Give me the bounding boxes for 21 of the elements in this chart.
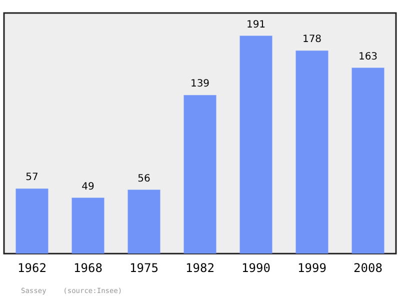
- data-label: 57: [26, 172, 38, 184]
- x-tick-label: 1999: [298, 260, 326, 275]
- data-label: 191: [246, 19, 266, 30]
- bar: [128, 190, 160, 254]
- bar: [240, 36, 272, 254]
- x-tick-label: 2008: [354, 260, 382, 275]
- x-tick-label: 1968: [74, 260, 102, 275]
- data-label: 49: [82, 181, 94, 192]
- data-label: 178: [302, 34, 322, 46]
- bar: [352, 68, 384, 254]
- x-tick-label: 1982: [186, 260, 214, 275]
- bar: [72, 198, 104, 254]
- data-label: 56: [138, 173, 150, 184]
- bar: [296, 50, 328, 254]
- data-label: 139: [190, 78, 210, 90]
- data-label: 163: [358, 51, 378, 62]
- bar: [184, 95, 216, 254]
- bar: [16, 188, 48, 254]
- x-tick-label: 1962: [18, 260, 46, 275]
- x-tick-label: 1990: [242, 260, 270, 275]
- x-tick-label: 1975: [130, 260, 158, 275]
